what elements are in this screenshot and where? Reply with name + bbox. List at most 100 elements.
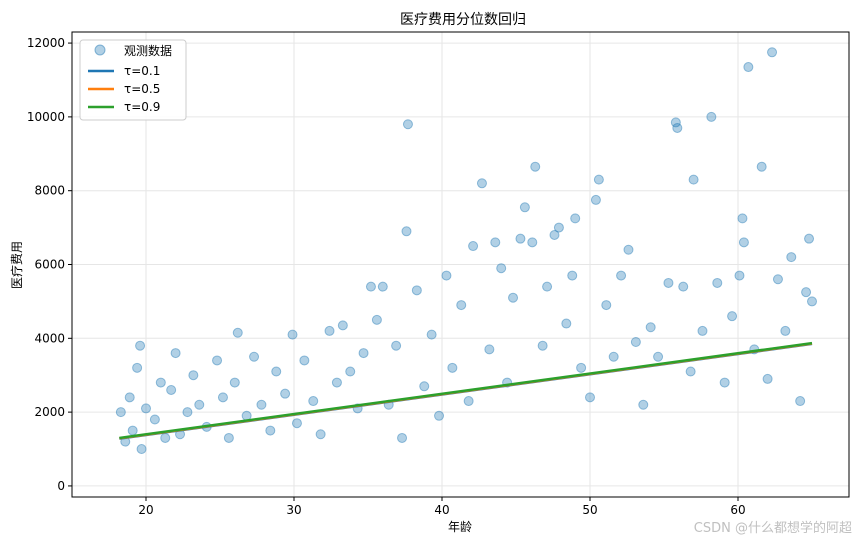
data-point [391, 340, 402, 351]
data-point [256, 399, 267, 410]
data-point [795, 396, 806, 407]
x-tick-label: 40 [434, 503, 449, 517]
data-point [645, 322, 656, 333]
data-point [135, 340, 146, 351]
data-point [553, 222, 564, 233]
data-point [508, 292, 519, 303]
data-point [697, 325, 708, 336]
data-point [484, 344, 495, 355]
data-point [515, 233, 526, 244]
data-point [229, 377, 240, 388]
data-point [561, 318, 572, 329]
data-point [271, 366, 282, 377]
data-point [132, 362, 143, 373]
data-point [576, 362, 587, 373]
y-tick-label: 12000 [27, 36, 65, 50]
data-point [476, 178, 487, 189]
data-point [188, 370, 199, 381]
y-tick-label: 4000 [34, 331, 65, 345]
data-point [590, 194, 601, 205]
data-point [141, 403, 151, 414]
data-point [593, 174, 604, 185]
chart-title: 医疗费用分位数回归 [400, 11, 526, 28]
data-point [315, 429, 326, 440]
data-point [365, 281, 376, 292]
data-point [402, 119, 413, 130]
data-point [623, 244, 634, 255]
data-point [331, 377, 342, 388]
data-point [786, 252, 797, 263]
data-point [463, 396, 474, 407]
data-point [678, 281, 689, 292]
data-point [160, 432, 171, 443]
y-tick-label: 6000 [34, 258, 65, 272]
data-point [265, 425, 276, 436]
data-point [441, 270, 452, 281]
data-point [638, 399, 649, 410]
y-axis-label: 医疗费用 [10, 241, 24, 289]
data-point [468, 241, 479, 252]
data-point [232, 327, 243, 338]
data-point [426, 329, 437, 340]
regression-lines [119, 341, 813, 440]
data-point [719, 377, 730, 388]
data-point [772, 274, 783, 285]
watermark-text: CSDN @什么都想学的阿超 [694, 520, 852, 536]
x-tick-label: 20 [138, 503, 153, 517]
data-point [223, 432, 234, 443]
data-point [401, 226, 412, 237]
data-point [767, 47, 778, 58]
data-point [447, 362, 458, 373]
data-point [456, 300, 467, 311]
data-point [127, 425, 138, 436]
data-point [155, 377, 166, 388]
data-point [527, 237, 538, 248]
data-point [358, 348, 369, 359]
y-tick-label: 10000 [27, 110, 65, 124]
data-point [308, 396, 319, 407]
data-point [537, 340, 548, 351]
x-axis-label: 年龄 [448, 520, 472, 534]
data-point [149, 414, 160, 425]
data-point [299, 355, 310, 366]
data-point [419, 381, 430, 392]
data-point [166, 384, 177, 395]
x-tick-label: 60 [730, 503, 745, 517]
data-point [280, 388, 291, 399]
data-point [670, 117, 681, 128]
data-point [530, 161, 541, 172]
legend-label-tau-0-1: τ=0.1 [124, 64, 160, 78]
data-point [608, 351, 619, 362]
legend-label-observed: 观测数据 [124, 43, 172, 58]
y-axis-ticks: 0 2000 4000 6000 8000 10000 12000 [27, 36, 72, 493]
legend-marker-observed [94, 44, 106, 56]
data-point [249, 351, 260, 362]
data-point [663, 277, 674, 288]
y-tick-label: 8000 [34, 184, 65, 198]
data-point [567, 270, 578, 281]
data-point [291, 418, 302, 429]
data-point [217, 392, 228, 403]
data-point [549, 229, 560, 240]
data-point [371, 314, 382, 325]
data-point [630, 337, 641, 347]
y-tick-label: 2000 [34, 405, 65, 419]
x-tick-label: 50 [582, 503, 597, 517]
data-point [780, 325, 791, 336]
data-point [519, 202, 530, 213]
data-point [688, 174, 699, 185]
data-point [287, 329, 298, 340]
data-point [712, 277, 723, 288]
data-point [212, 355, 223, 366]
scatter-points [115, 47, 817, 455]
data-point [801, 287, 812, 298]
y-tick-label: 0 [57, 479, 65, 493]
data-point [734, 270, 745, 281]
data-point [804, 233, 815, 244]
data-point [115, 407, 126, 418]
data-point [685, 366, 696, 377]
legend: 观测数据 τ=0.1 τ=0.5 τ=0.9 [79, 39, 187, 121]
data-point [377, 281, 388, 292]
data-point [324, 325, 335, 336]
